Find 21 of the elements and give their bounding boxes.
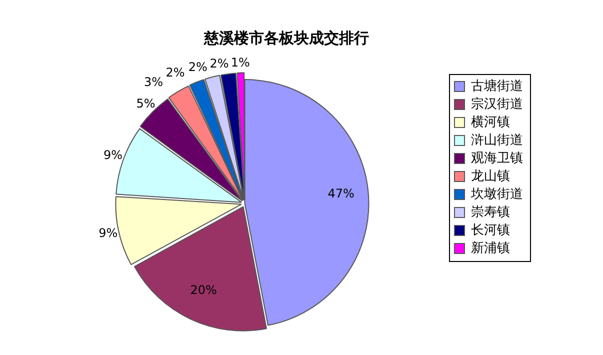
legend-label: 观海卫镇 [471,150,523,166]
data-label: 20% [190,283,217,298]
legend-label: 崇寿镇 [471,204,510,220]
data-label: 2% [210,56,229,71]
data-label: 47% [328,186,354,201]
legend-label: 古塘街道 [471,78,523,94]
legend-label: 龙山镇 [471,168,510,184]
legend-label: 浒山街道 [471,132,523,148]
legend-label: 坎墩街道 [470,186,523,202]
legend-label: 长河镇 [471,222,510,238]
data-label: 9% [98,226,118,240]
data-label: 1% [230,56,250,70]
data-label: 2% [188,60,208,74]
legend-label: 宗汉街道 [471,96,523,112]
data-label: 3% [144,75,164,90]
legend-label: 新浦镇 [471,240,510,256]
legend-label: 横河镇 [471,114,510,130]
data-label: 2% [166,65,185,80]
data-label: 9% [104,148,123,162]
chart-title: 慈溪楼市各板块成交排行 [203,28,369,47]
data-label: 5% [136,96,156,111]
